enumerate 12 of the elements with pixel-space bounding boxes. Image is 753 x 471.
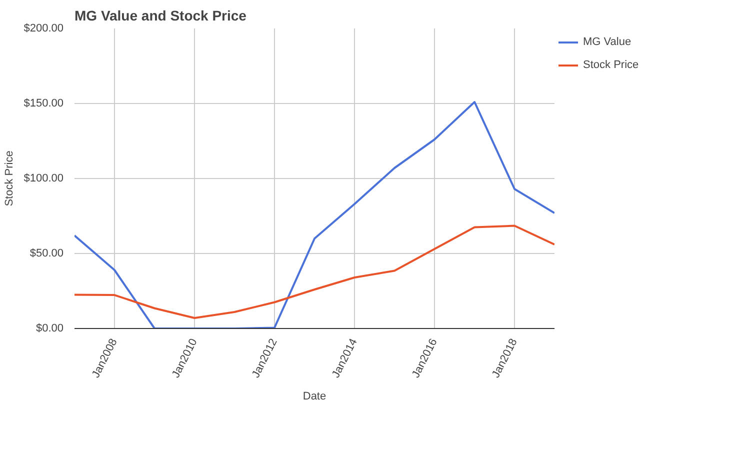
line-series bbox=[74, 224, 554, 319]
chart-title: MG Value and Stock Price bbox=[74, 8, 247, 24]
y-tick-label: $0.00 bbox=[36, 322, 64, 334]
y-tick-label: $150.00 bbox=[24, 98, 64, 110]
y-tick-label: $200.00 bbox=[24, 22, 64, 34]
line-series bbox=[74, 101, 554, 328]
y-axis-title: Stock Price bbox=[4, 150, 16, 206]
y-tick-label: $100.00 bbox=[24, 172, 64, 184]
legend-label: Stock Price bbox=[583, 59, 640, 71]
x-axis-title: Date bbox=[302, 390, 326, 403]
legend-label: MG Value bbox=[583, 36, 632, 48]
y-tick-label: $50.00 bbox=[30, 248, 64, 260]
